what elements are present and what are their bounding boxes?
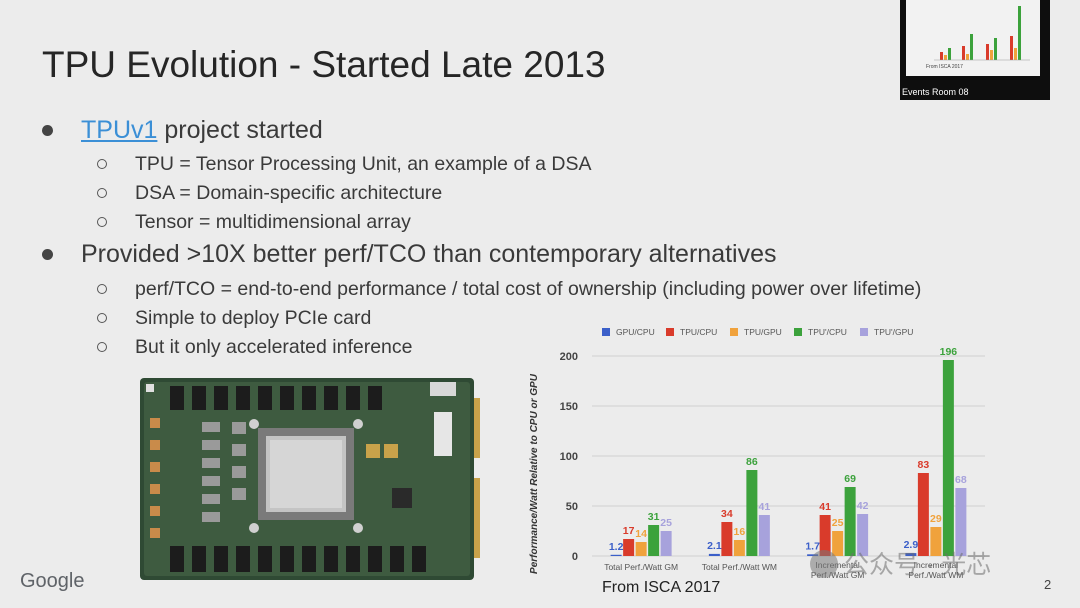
bar [635, 542, 647, 556]
data-label: 41 [819, 501, 831, 513]
bar [660, 531, 672, 556]
legend-swatch [666, 328, 674, 336]
bar [819, 515, 831, 556]
tpu-board-image [140, 378, 480, 580]
sub-bullet-text: TPU = Tensor Processing Unit, an example… [135, 153, 592, 175]
data-label: 86 [746, 456, 758, 468]
bullet-dot-icon [42, 125, 53, 136]
circle-bullet-icon [97, 342, 107, 352]
bar [905, 553, 917, 556]
data-label: 16 [734, 526, 746, 538]
data-label: 34 [721, 508, 733, 520]
legend-label: TPU/CPU [680, 327, 717, 337]
data-label: 2.9 [904, 539, 919, 551]
bar [844, 487, 856, 556]
legend-swatch [860, 328, 868, 336]
data-label: 31 [648, 511, 660, 523]
data-label: 25 [660, 517, 672, 529]
legend-swatch [602, 328, 610, 336]
data-label: 17 [623, 525, 635, 537]
bullet-text: project started [157, 116, 323, 144]
data-label: 69 [844, 473, 856, 485]
watermark: 公众号 · 光芯 [810, 545, 991, 581]
data-label: 68 [955, 474, 967, 486]
video-screen: From ISCA 2017 [906, 0, 1040, 76]
bar [708, 553, 720, 556]
data-label: 1.2 [609, 541, 624, 553]
y-tick-label: 200 [560, 351, 578, 363]
x-tick-label: Total Perf./Watt GM [604, 562, 678, 572]
x-tick-label-line2: Perf./Watt WM [908, 570, 963, 580]
chart-source: From ISCA 2017 [602, 579, 721, 596]
mini-chart-icon [934, 6, 1030, 61]
x-tick-label-line2: Perf./Watt GM [811, 570, 865, 580]
data-label: 41 [759, 501, 771, 513]
data-label: 1.7 [805, 540, 820, 552]
bar [623, 539, 635, 556]
watermark-text: 公众号 · 光芯 [844, 551, 992, 579]
legend-label: GPU/CPU [616, 327, 655, 337]
page-number: 2 [1044, 577, 1052, 592]
bar [733, 540, 745, 556]
bar [648, 525, 660, 556]
bar [758, 515, 770, 556]
y-axis-label: Performance/Watt Relative to CPU or GPU [529, 373, 540, 574]
circle-bullet-icon [97, 313, 107, 323]
bar [721, 522, 733, 556]
video-room-label: Events Room 08 [902, 87, 969, 97]
data-label: 42 [857, 500, 869, 512]
sub-bullet-text: DSA = Domain-specific architecture [135, 182, 443, 204]
bar [857, 514, 869, 556]
legend-swatch [730, 328, 738, 336]
bar [917, 473, 929, 556]
bar [942, 360, 954, 556]
data-label: 196 [940, 346, 958, 358]
sub-bullet-text: Tensor = multidimensional array [135, 211, 411, 233]
tpuv1-link[interactable]: TPUv1 [81, 116, 158, 144]
data-label: 29 [930, 513, 942, 525]
bar [955, 488, 967, 556]
data-label: 83 [918, 459, 930, 471]
legend-label: TPU/GPU [744, 327, 782, 337]
bar [930, 527, 942, 556]
google-logo: Google [20, 570, 85, 592]
legend-label: TPU'/CPU [808, 327, 847, 337]
video-screen-caption: From ISCA 2017 [926, 64, 963, 70]
circle-bullet-icon [97, 217, 107, 227]
circle-bullet-icon [97, 284, 107, 294]
data-label: 2.1 [707, 540, 722, 552]
sub-bullet-text: Simple to deploy PCIe card [135, 307, 372, 329]
bar [610, 554, 622, 556]
legend-label: TPU'/GPU [874, 327, 913, 337]
circle-bullet-icon [97, 188, 107, 198]
sub-bullet-text: But it only accelerated inference [135, 336, 413, 358]
circle-bullet-icon [97, 159, 107, 169]
y-tick-label: 0 [572, 551, 578, 563]
legend-swatch [794, 328, 802, 336]
data-label: 25 [832, 517, 844, 529]
y-tick-label: 50 [566, 501, 578, 513]
bullet-dot-icon [42, 249, 53, 260]
wechat-icon [810, 550, 838, 578]
bar [832, 531, 844, 556]
y-tick-label: 100 [560, 451, 578, 463]
x-tick-label: Total Perf./Watt WM [702, 562, 777, 572]
data-label: 14 [635, 528, 647, 540]
y-tick-label: 150 [560, 401, 578, 413]
sub-bullet-text: perf/TCO = end-to-end performance / tota… [135, 278, 922, 300]
bullet-text: Provided >10X better perf/TCO than conte… [81, 240, 777, 268]
speaker-video-thumbnail[interactable]: From ISCA 2017 Events Room 08 [900, 0, 1050, 100]
bar [746, 470, 758, 556]
x-tick-label: Incremental [914, 560, 959, 570]
slide-title: TPU Evolution - Started Late 2013 [42, 44, 606, 85]
